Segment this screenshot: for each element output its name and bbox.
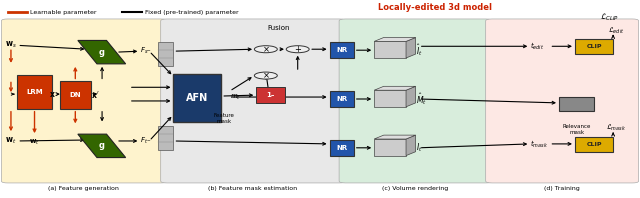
Polygon shape [374, 37, 415, 41]
Text: (c) Volume rendering: (c) Volume rendering [382, 186, 449, 191]
Polygon shape [157, 42, 173, 66]
Circle shape [254, 72, 277, 79]
Text: NR: NR [336, 47, 348, 53]
FancyBboxPatch shape [330, 42, 354, 58]
Text: $\mathcal{L}_{mask}$: $\mathcal{L}_{mask}$ [606, 123, 627, 133]
Text: (a) Feature generation: (a) Feature generation [49, 186, 119, 191]
Text: CLIP: CLIP [586, 142, 602, 147]
FancyBboxPatch shape [374, 90, 406, 107]
Text: $\mathbf{x}'$: $\mathbf{x}'$ [92, 89, 100, 100]
Text: $\hat{M}_t$: $\hat{M}_t$ [415, 91, 426, 107]
Text: LRM: LRM [26, 89, 43, 95]
Polygon shape [78, 40, 125, 64]
Circle shape [286, 46, 309, 53]
Text: Fusion: Fusion [268, 25, 290, 31]
Text: $F_t$–: $F_t$– [140, 136, 152, 146]
Polygon shape [374, 135, 415, 139]
Text: Locally-edited 3d model: Locally-edited 3d model [378, 3, 492, 12]
Text: Relevance
mask: Relevance mask [563, 124, 591, 135]
Text: (d) Training: (d) Training [544, 186, 580, 191]
Text: Feature
mask: Feature mask [214, 113, 235, 124]
Text: g: g [99, 141, 105, 150]
Polygon shape [406, 135, 415, 156]
Text: g: g [99, 48, 105, 57]
Text: Fixed (pre-trained) parameter: Fixed (pre-trained) parameter [145, 10, 238, 15]
Circle shape [254, 46, 277, 53]
Polygon shape [157, 126, 173, 150]
Text: $F_s$–: $F_s$– [140, 46, 152, 56]
Text: $\mathbf{w}_t$: $\mathbf{w}_t$ [5, 136, 17, 146]
Polygon shape [78, 134, 125, 158]
FancyBboxPatch shape [575, 39, 613, 54]
Text: $\times$: $\times$ [262, 45, 270, 54]
Text: $\mathcal{L}_{CLIP}$: $\mathcal{L}_{CLIP}$ [600, 11, 620, 23]
Polygon shape [406, 37, 415, 58]
Text: NR: NR [336, 145, 348, 151]
Text: NR: NR [336, 96, 348, 102]
FancyBboxPatch shape [330, 91, 354, 107]
Text: $t_{edit}$: $t_{edit}$ [531, 41, 545, 52]
FancyBboxPatch shape [330, 140, 354, 156]
Text: $\mathbf{x}$: $\mathbf{x}$ [49, 90, 56, 99]
Text: $+$: $+$ [294, 44, 301, 54]
Text: $\mathbf{w}_s$: $\mathbf{w}_s$ [5, 39, 17, 50]
Text: $\hat{I}_t$: $\hat{I}_t$ [415, 42, 422, 58]
FancyBboxPatch shape [486, 19, 639, 183]
Polygon shape [406, 86, 415, 107]
Text: DN: DN [70, 92, 81, 98]
Text: AFN: AFN [186, 93, 209, 103]
Text: $m_t$: $m_t$ [230, 92, 241, 102]
FancyBboxPatch shape [575, 137, 613, 152]
FancyBboxPatch shape [1, 19, 167, 183]
FancyBboxPatch shape [339, 19, 492, 183]
Text: CLIP: CLIP [586, 44, 602, 49]
FancyBboxPatch shape [256, 87, 285, 103]
Text: Learnable parameter: Learnable parameter [30, 10, 97, 15]
FancyBboxPatch shape [17, 75, 52, 109]
Text: $\times$: $\times$ [262, 71, 270, 80]
Text: $\mathcal{L}_{edit}$: $\mathcal{L}_{edit}$ [608, 26, 625, 36]
FancyBboxPatch shape [173, 74, 221, 122]
FancyBboxPatch shape [374, 139, 406, 156]
Text: $\mathbf{w}_t$: $\mathbf{w}_t$ [29, 138, 40, 147]
FancyBboxPatch shape [161, 19, 346, 183]
Text: (b) Feature mask estimation: (b) Feature mask estimation [208, 186, 298, 191]
Text: 1–: 1– [266, 92, 275, 98]
Text: $t_{mask}$: $t_{mask}$ [531, 138, 548, 149]
FancyBboxPatch shape [60, 81, 91, 109]
Polygon shape [374, 86, 415, 90]
Text: $I_t$: $I_t$ [415, 142, 422, 154]
FancyBboxPatch shape [559, 97, 594, 111]
FancyBboxPatch shape [374, 41, 406, 58]
